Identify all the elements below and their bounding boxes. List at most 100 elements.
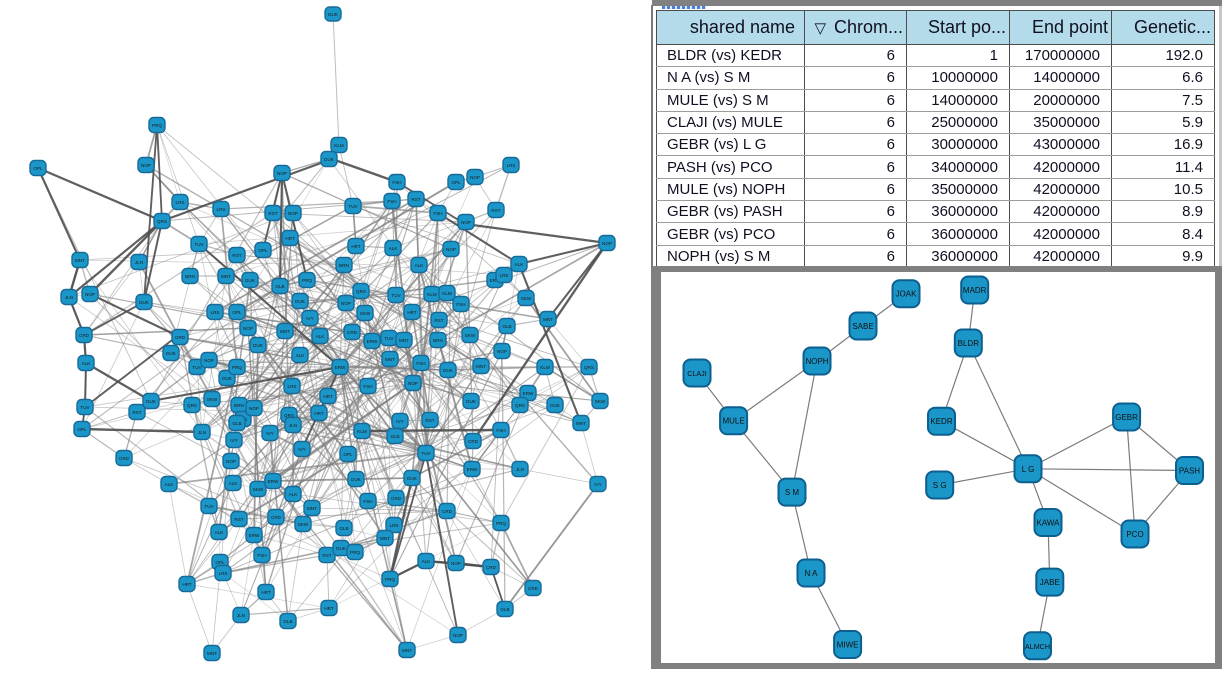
svg-text:JLN: JLN	[237, 613, 245, 618]
svg-text:GLB: GLB	[232, 421, 241, 426]
svg-text:ALK: ALK	[415, 263, 425, 268]
svg-text:RST: RST	[268, 211, 277, 216]
svg-text:PRQ: PRQ	[350, 550, 360, 555]
svg-text:KLM: KLM	[334, 143, 344, 148]
svg-text:NOP: NOP	[226, 459, 236, 464]
svg-text:KLM: KLM	[357, 429, 367, 434]
svg-text:RST: RST	[232, 253, 241, 258]
svg-text:CRD: CRD	[79, 333, 90, 338]
svg-text:LRS: LRS	[211, 310, 220, 315]
svg-text:IVY: IVY	[594, 482, 601, 487]
svg-text:NOP: NOP	[277, 171, 287, 176]
svg-text:ALK: ALK	[296, 353, 306, 358]
svg-text:ALK: ALK	[215, 530, 225, 535]
svg-text:GLB: GLB	[283, 619, 292, 624]
svg-text:MNT: MNT	[280, 329, 290, 334]
svg-text:RST: RST	[434, 318, 443, 323]
svg-text:ALMCH: ALMCH	[1025, 642, 1050, 651]
svg-text:HRT: HRT	[261, 590, 271, 595]
svg-text:DUK: DUK	[336, 546, 347, 551]
svg-text:ERW: ERW	[249, 533, 260, 538]
svg-text:IVY: IVY	[230, 438, 237, 443]
svg-text:LRS: LRS	[288, 384, 297, 389]
svg-text:RST: RST	[425, 418, 434, 423]
svg-text:RST: RST	[491, 208, 500, 213]
svg-text:TUV: TUV	[421, 451, 431, 456]
svg-text:GLB: GLB	[502, 324, 511, 329]
svg-text:MULE: MULE	[722, 417, 744, 426]
svg-text:DUK: DUK	[253, 343, 264, 348]
svg-text:CRD: CRD	[347, 330, 358, 335]
svg-text:ERW: ERW	[367, 339, 378, 344]
svg-text:ALK: ALK	[289, 492, 299, 497]
svg-text:LRS: LRS	[217, 207, 226, 212]
svg-text:LRS: LRS	[507, 163, 516, 168]
svg-text:SKW: SKW	[207, 397, 218, 402]
svg-text:HRT: HRT	[182, 582, 192, 587]
svg-text:ERW: ERW	[523, 391, 534, 396]
svg-text:NOPH: NOPH	[805, 357, 828, 366]
svg-text:FSH: FSH	[456, 302, 465, 307]
svg-text:TUV: TUV	[192, 365, 202, 370]
svg-text:HRT: HRT	[285, 236, 295, 241]
svg-text:ALK: ALK	[229, 481, 239, 486]
svg-text:S M: S M	[785, 488, 800, 497]
svg-text:OPL: OPL	[451, 180, 461, 185]
svg-text:TUV: TUV	[348, 204, 358, 209]
svg-text:BRN: BRN	[339, 263, 349, 268]
svg-text:OPL: OPL	[258, 248, 268, 253]
svg-text:RST: RST	[132, 410, 141, 415]
svg-text:DUK: DUK	[466, 399, 477, 404]
svg-text:SKW: SKW	[360, 311, 371, 316]
svg-text:NOP: NOP	[470, 175, 480, 180]
svg-text:ERW: ERW	[467, 467, 478, 472]
svg-text:CRD: CRD	[442, 509, 453, 514]
svg-text:MNT: MNT	[207, 651, 217, 656]
svg-text:GLB: GLB	[390, 434, 399, 439]
svg-text:GLB: GLB	[339, 526, 348, 531]
svg-text:OPL: OPL	[215, 560, 225, 565]
svg-text:NOP: NOP	[446, 247, 456, 252]
svg-text:HRT: HRT	[323, 394, 333, 399]
svg-text:MNT: MNT	[221, 274, 231, 279]
svg-text:MNT: MNT	[543, 317, 553, 322]
svg-text:CRD: CRD	[119, 456, 130, 461]
svg-text:HRT: HRT	[351, 244, 361, 249]
svg-text:MADR: MADR	[963, 286, 987, 295]
svg-text:DUK: DUK	[324, 157, 335, 162]
svg-text:NOP: NOP	[249, 406, 259, 411]
svg-text:QRS: QRS	[187, 403, 197, 408]
svg-text:IVY: IVY	[306, 316, 313, 321]
svg-text:NOP: NOP	[204, 358, 214, 363]
svg-text:MNT: MNT	[476, 364, 486, 369]
svg-text:FSH: FSH	[392, 180, 401, 185]
svg-text:FSH: FSH	[387, 199, 396, 204]
svg-text:NOP: NOP	[141, 163, 151, 168]
svg-text:KLM: KLM	[427, 292, 437, 297]
svg-text:DUK: DUK	[139, 300, 150, 305]
svg-text:ALK: ALK	[316, 334, 326, 339]
svg-text:ALK: ALK	[422, 559, 432, 564]
svg-text:BRN: BRN	[234, 403, 244, 408]
svg-text:CLAJI: CLAJI	[687, 369, 707, 378]
svg-text:PCO: PCO	[1126, 530, 1143, 539]
svg-text:FSH: FSH	[416, 361, 425, 366]
svg-text:DUK: DUK	[166, 351, 177, 356]
svg-text:QRS: QRS	[284, 413, 294, 418]
svg-text:OPL: OPL	[33, 166, 43, 171]
svg-text:MNT: MNT	[576, 421, 586, 426]
svg-text:CRD: CRD	[486, 565, 497, 570]
svg-text:ALK: ALK	[515, 262, 525, 267]
svg-text:ERW: ERW	[335, 365, 346, 370]
svg-text:FSH: FSH	[496, 428, 505, 433]
svg-text:SKW: SKW	[253, 487, 264, 492]
svg-text:NOP: NOP	[461, 220, 471, 225]
svg-text:DUK: DUK	[222, 376, 233, 381]
svg-text:KAWA: KAWA	[1037, 519, 1061, 528]
svg-text:SKW: SKW	[521, 296, 532, 301]
svg-text:NOP: NOP	[288, 211, 298, 216]
svg-text:DUK: DUK	[328, 12, 339, 17]
svg-text:HRT: HRT	[407, 310, 417, 315]
svg-text:HRT: HRT	[324, 606, 334, 611]
svg-text:DUK: DUK	[407, 476, 418, 481]
